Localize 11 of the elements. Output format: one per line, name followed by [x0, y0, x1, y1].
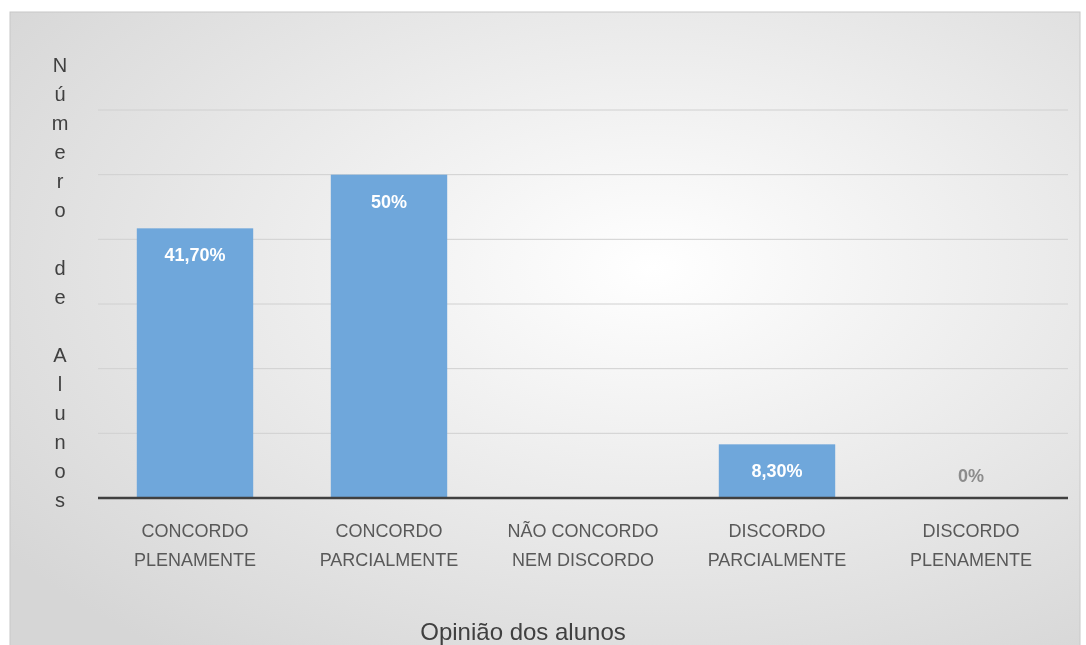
data-label: 41,70% [164, 245, 226, 266]
x-tick-label: CONCORDO PLENAMENTE [133, 521, 257, 570]
x-tick-label: DISCORDO PLENAMENTE [909, 521, 1033, 570]
data-label: 50% [370, 191, 408, 212]
data-label: 0% [957, 466, 985, 486]
text: Número de Alunos [51, 54, 69, 511]
x-tick-label: CONCORDO PARCIALMENTE [319, 521, 459, 570]
x-axis-title: Opinião dos alunos [420, 618, 626, 645]
x-tick-label: NÃO CONCORDO NEM DISCORDO [507, 520, 659, 570]
x-tick-label: DISCORDO PARCIALMENTE [707, 521, 847, 570]
data-label: 8,30% [751, 461, 803, 482]
